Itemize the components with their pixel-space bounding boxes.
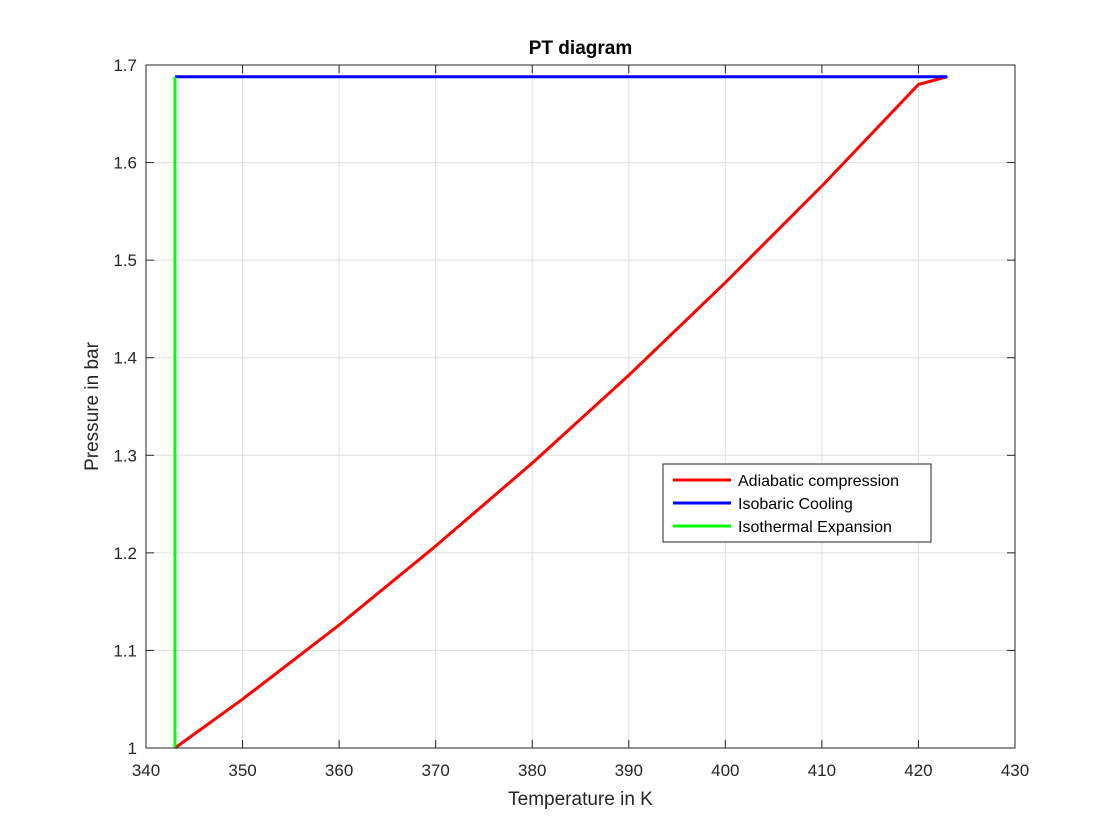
legend-entry-label: Isobaric Cooling: [738, 496, 853, 513]
x-tick-label: 380: [518, 761, 546, 780]
y-tick-label: 1.6: [113, 154, 137, 173]
x-tick-label: 390: [615, 761, 643, 780]
y-tick-label: 1: [128, 739, 137, 758]
x-tick-label: 430: [1001, 761, 1029, 780]
legend-entry-label: Adiabatic compression: [738, 473, 899, 490]
axes-box: [145, 64, 1016, 749]
x-axis-label: Temperature in K: [508, 789, 653, 810]
y-tick-label: 1.7: [113, 56, 137, 75]
series-line-1: [174, 75, 948, 750]
x-tick-label: 410: [808, 761, 836, 780]
chart-title: PT diagram: [529, 38, 632, 59]
legend: Adiabatic compression Isobaric Cooling Iso…: [662, 463, 932, 543]
axis-ticks: 340 350 360 370 380 390 400 410 420 430 1 1.1 1.2 1.3…: [113, 56, 1029, 780]
grid: [145, 64, 1016, 749]
y-axis-label: Pressure in bar: [82, 341, 103, 471]
x-tick-label: 340: [132, 761, 160, 780]
y-tick-label: 1.3: [113, 446, 137, 465]
y-tick-label: 1.5: [113, 251, 137, 270]
x-tick-label: 420: [904, 761, 932, 780]
x-tick-label: 360: [325, 761, 353, 780]
plot-lines: [173, 75, 948, 750]
y-tick-label: 1.1: [113, 641, 137, 660]
legend-entry-label: Isothermal Expansion: [738, 519, 892, 536]
y-tick-label: 1.4: [113, 349, 137, 368]
x-tick-label: 400: [711, 761, 739, 780]
x-tick-label: 350: [228, 761, 256, 780]
x-tick-label: 370: [421, 761, 449, 780]
y-tick-label: 1.2: [113, 544, 137, 563]
